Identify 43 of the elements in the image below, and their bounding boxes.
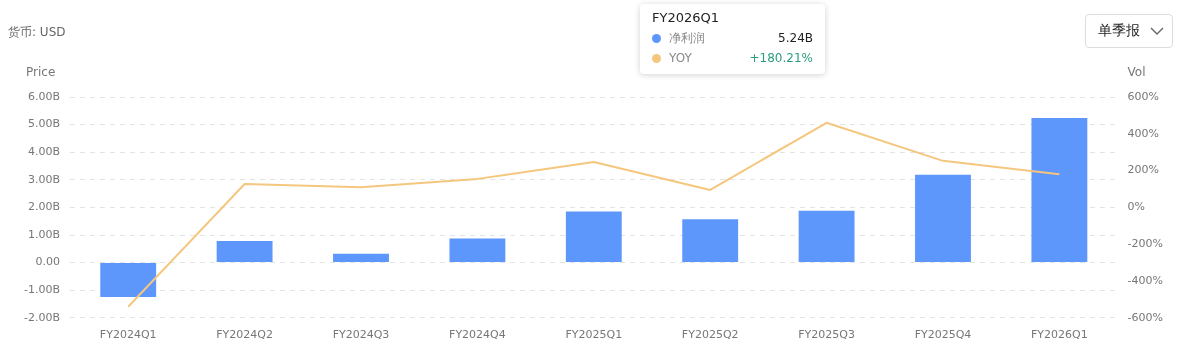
y-tick-label: 4.00B [27,145,61,159]
bar [449,238,506,263]
x-tick-label: FY2025Q3 [798,328,855,342]
y-tick-label: 2.00B [27,200,61,214]
y2-tick-label: -600% [1127,310,1163,324]
y2-tick-label: 200% [1127,163,1160,177]
y2-tick-label: 400% [1127,126,1160,140]
text: +180.21% [749,51,813,65]
text: 单季报 [1098,22,1140,40]
x-tick-label: FY2025Q1 [565,328,623,342]
x-tick-label: FY2024Q3 [332,328,390,342]
x-tick-label: FY2026Q1 [1031,328,1088,342]
y2-axis-title: Vol [1127,65,1146,80]
y-tick-label: 0.00 [35,255,61,269]
text: 货币: USD [8,24,66,41]
legend-label: YOY [669,51,693,65]
y-tick-label: 3.00B [27,172,61,186]
bar [1031,117,1088,263]
x-tick-label: FY2024Q1 [99,328,157,342]
bar [333,253,389,263]
bar [100,263,157,298]
y2-tick-label: 600% [1127,89,1160,103]
x-tick-label: FY2025Q2 [681,328,739,342]
y-tick-label: 6.00B [27,89,61,103]
text: FY2026Q1 [652,10,720,25]
y-tick-label: 1.00B [27,227,61,241]
legend-label: 净利润 [669,29,706,47]
y2-tick-label: -200% [1127,237,1163,251]
y2-tick-label: 0% [1127,200,1146,214]
x-tick-label: FY2025Q4 [914,328,972,342]
bar [682,219,739,263]
bar [565,211,622,263]
y-axis-title: Price [26,65,56,80]
bar [798,210,855,263]
bar [216,241,273,263]
x-tick-label: FY2024Q2 [216,328,273,342]
y-tick-label: -1.00B [23,283,61,297]
bar [915,174,971,263]
x-tick-label: FY2024Q4 [449,328,506,342]
y-tick-label: -2.00B [23,310,61,324]
y2-tick-label: -400% [1127,273,1163,287]
y-tick-label: 5.00B [27,117,61,131]
text: 5.24B [778,31,813,45]
